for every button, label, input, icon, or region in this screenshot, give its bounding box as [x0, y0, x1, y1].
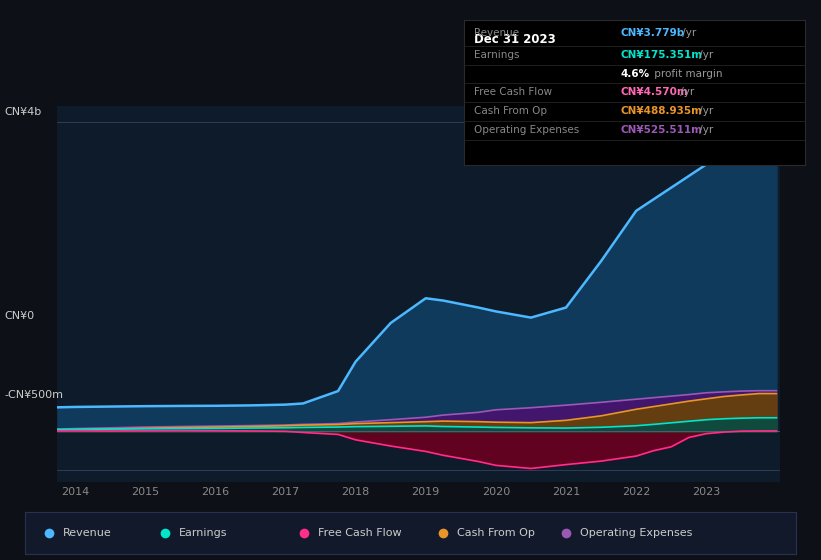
- Text: Revenue: Revenue: [63, 529, 112, 538]
- Text: Earnings: Earnings: [474, 50, 520, 60]
- Text: CN¥3.779b: CN¥3.779b: [621, 27, 685, 38]
- Text: CN¥175.351m: CN¥175.351m: [621, 50, 703, 60]
- Text: Cash From Op: Cash From Op: [474, 106, 547, 116]
- Text: /yr: /yr: [695, 106, 713, 116]
- Text: Operating Expenses: Operating Expenses: [474, 125, 580, 136]
- Text: /yr: /yr: [678, 27, 695, 38]
- Text: Dec 31 2023: Dec 31 2023: [474, 32, 556, 46]
- Text: Free Cash Flow: Free Cash Flow: [318, 529, 401, 538]
- Text: CN¥4b: CN¥4b: [4, 107, 41, 117]
- Text: Cash From Op: Cash From Op: [456, 529, 534, 538]
- Text: /yr: /yr: [677, 87, 694, 97]
- Text: 4.6%: 4.6%: [621, 69, 649, 79]
- Text: Operating Expenses: Operating Expenses: [580, 529, 693, 538]
- Text: CN¥0: CN¥0: [4, 311, 34, 321]
- Text: CN¥525.511m: CN¥525.511m: [621, 125, 703, 136]
- Text: -CN¥500m: -CN¥500m: [4, 390, 63, 400]
- Text: CN¥488.935m: CN¥488.935m: [621, 106, 703, 116]
- Text: /yr: /yr: [695, 125, 713, 136]
- Text: Earnings: Earnings: [179, 529, 227, 538]
- Text: Revenue: Revenue: [474, 27, 519, 38]
- Text: CN¥4.570m: CN¥4.570m: [621, 87, 688, 97]
- Text: Free Cash Flow: Free Cash Flow: [474, 87, 553, 97]
- Text: /yr: /yr: [695, 50, 713, 60]
- Text: profit margin: profit margin: [651, 69, 722, 79]
